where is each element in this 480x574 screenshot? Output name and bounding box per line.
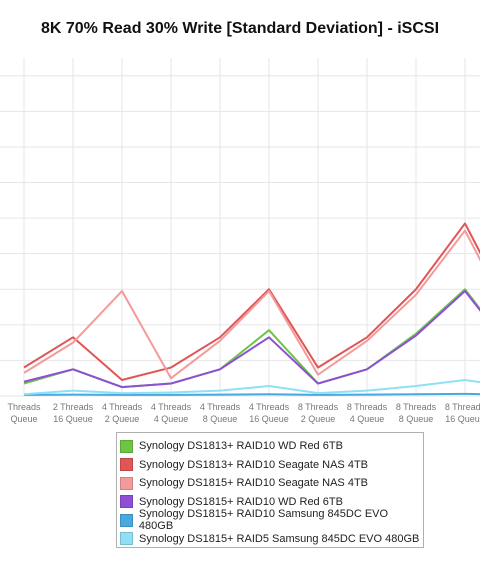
legend-swatch bbox=[120, 513, 133, 527]
x-tick-label: 4 Threads 16 Queue bbox=[249, 402, 290, 424]
legend-item: Synology DS1813+ RAID10 WD Red 6TB bbox=[120, 437, 423, 456]
x-tick-label: 8 Threads 2 Queue bbox=[298, 402, 339, 424]
series-line bbox=[23, 290, 480, 389]
grid-lines bbox=[0, 58, 480, 397]
series-lines bbox=[23, 222, 480, 396]
legend-item: Synology DS1815+ RAID10 Samsung 845DC EV… bbox=[120, 508, 423, 533]
x-tick-label: 2 Threads 16 Queue bbox=[53, 402, 94, 424]
legend-item: Synology DS1815+ RAID5 Samsung 845DC EVO… bbox=[120, 530, 423, 549]
legend-swatch bbox=[120, 476, 133, 490]
legend-label: Synology DS1813+ RAID10 WD Red 6TB bbox=[139, 440, 343, 453]
x-tick-label: 8 Threads 4 Queue bbox=[347, 402, 388, 424]
legend: Synology DS1813+ RAID10 WD Red 6TB Synolo… bbox=[116, 432, 424, 548]
x-axis-tick-labels: Threads Queue 2 Threads 16 Queue 4 Threads 2 … bbox=[7, 402, 480, 424]
legend-label: Synology DS1813+ RAID10 Seagate NAS 4TB bbox=[139, 458, 368, 471]
series-line bbox=[23, 229, 480, 380]
x-tick-label: 8 Threads 8 Queue bbox=[396, 402, 437, 424]
x-tick-label: 4 Threads 8 Queue bbox=[200, 402, 241, 424]
series-line bbox=[23, 222, 480, 381]
legend-swatch bbox=[120, 439, 133, 453]
series-line bbox=[23, 392, 480, 396]
legend-swatch bbox=[120, 532, 133, 546]
legend-swatch bbox=[120, 495, 133, 509]
series-line bbox=[23, 378, 480, 396]
legend-swatch bbox=[120, 458, 133, 472]
legend-label: Synology DS1815+ RAID10 Seagate NAS 4TB bbox=[139, 477, 368, 490]
x-tick-label: 4 Threads 2 Queue bbox=[102, 402, 143, 424]
chart-title: 8K 70% Read 30% Write [Standard Deviatio… bbox=[40, 20, 440, 37]
legend-label: Synology DS1815+ RAID10 Samsung 845DC EV… bbox=[138, 508, 389, 533]
legend-item: Synology DS1815+ RAID10 WD Red 6TB bbox=[120, 493, 423, 512]
legend-label: Synology DS1815+ RAID10 WD Red 6TB bbox=[139, 495, 343, 508]
x-tick-label: Threads Queue bbox=[7, 402, 41, 424]
x-tick-label: 4 Threads 4 Queue bbox=[151, 402, 192, 424]
legend-label: Synology DS1815+ RAID5 Samsung 845DC EVO… bbox=[139, 532, 420, 545]
legend-item: Synology DS1813+ RAID10 Seagate NAS 4TB bbox=[120, 456, 423, 475]
legend-item: Synology DS1815+ RAID10 Seagate NAS 4TB bbox=[120, 474, 423, 493]
